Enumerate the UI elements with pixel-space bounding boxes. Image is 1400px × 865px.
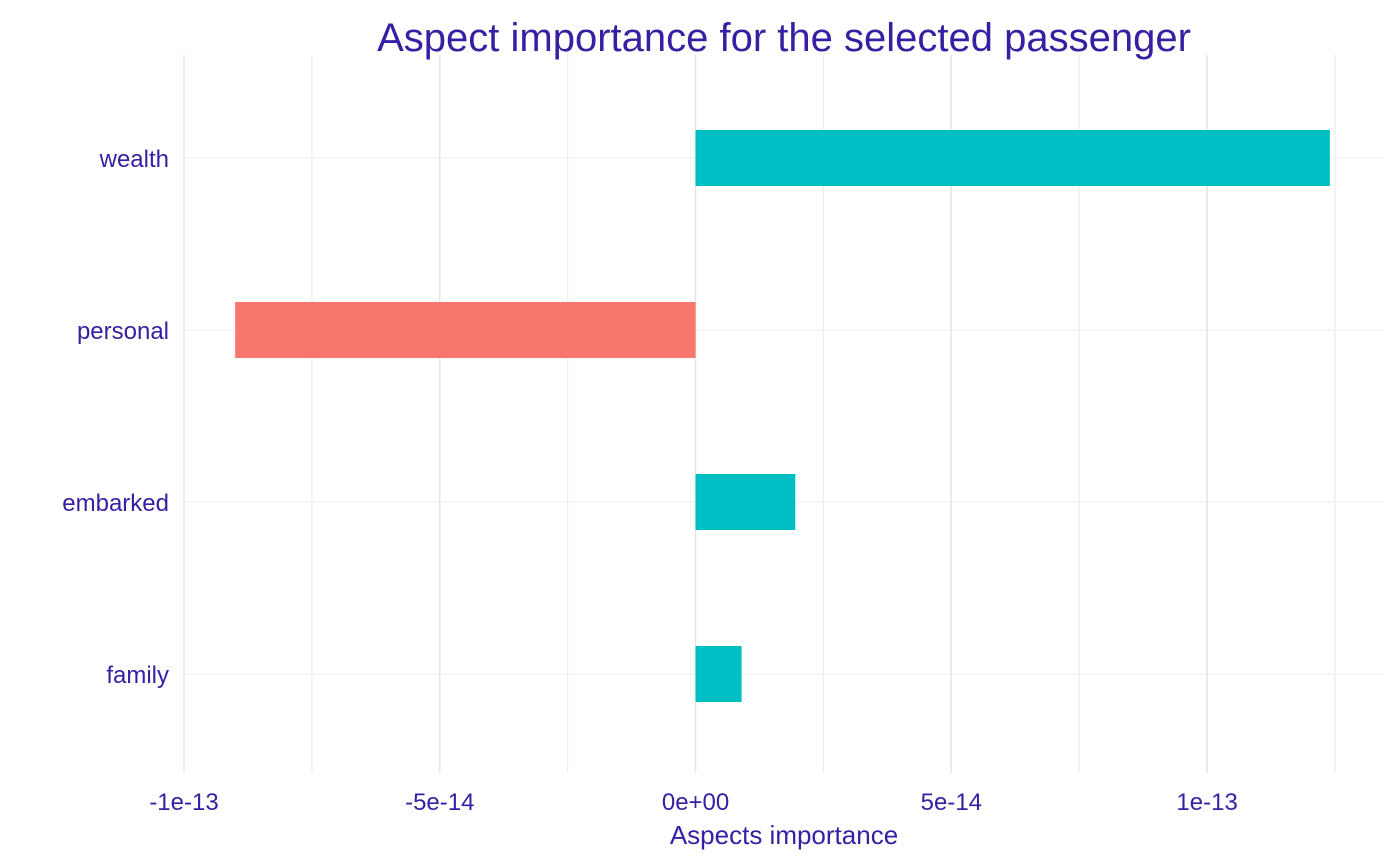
- y-tick-label: embarked: [62, 490, 169, 517]
- label-layer: -1e-13 -5e-14 0e+00 5e-14 1e-13 wealth persona…: [62, 146, 1238, 816]
- x-axis-title: Aspects importance: [670, 820, 898, 850]
- x-tick-label: 0e+00: [662, 789, 729, 816]
- chart-title: Aspect importance for the selected passe…: [377, 16, 1191, 60]
- x-tick-label: -5e-14: [405, 789, 474, 816]
- y-tick-label: personal: [77, 318, 169, 345]
- bar-layer: [235, 130, 1330, 702]
- bar-embarked: [695, 474, 796, 530]
- y-tick-label: family: [106, 662, 169, 689]
- bar-wealth: [695, 130, 1330, 186]
- x-tick-label: 5e-14: [921, 789, 982, 816]
- bar-family: [695, 646, 742, 702]
- x-tick-label: -1e-13: [149, 789, 218, 816]
- x-tick-label: 1e-13: [1176, 789, 1237, 816]
- bar-personal: [235, 302, 696, 358]
- y-tick-label: wealth: [99, 146, 169, 173]
